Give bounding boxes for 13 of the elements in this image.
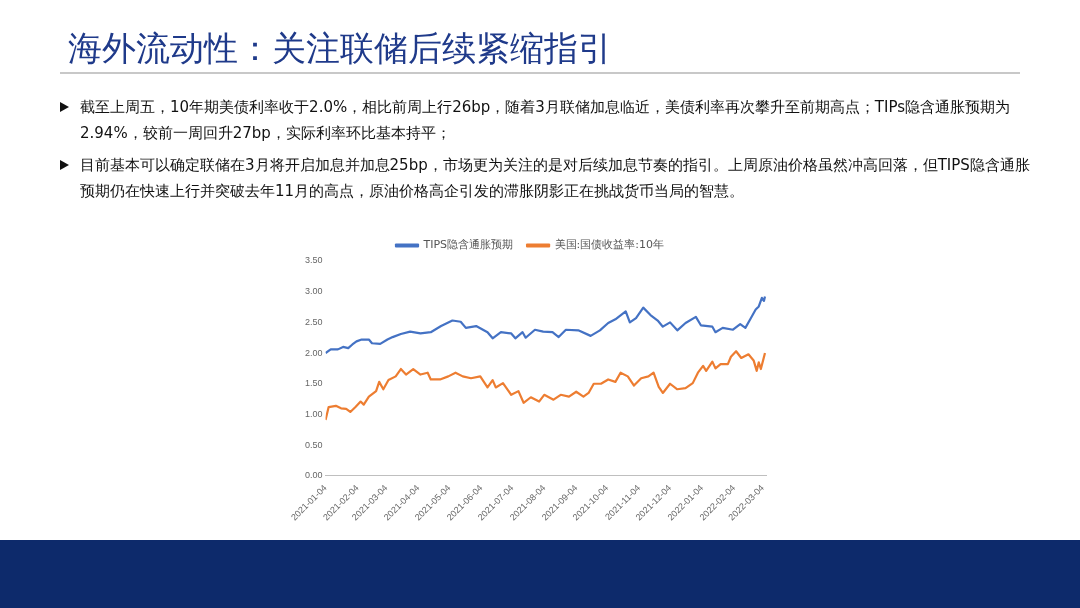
chart-title: 海外流动性：关注联储后续紧缩指引 — [68, 27, 612, 70]
y-tick-label: 3.50 — [305, 255, 323, 266]
y-tick-label: 2.50 — [305, 316, 323, 327]
y-tick-label: 0.00 — [305, 470, 323, 481]
text: 目前基本可以确定联储在3月将开启加息并加息25bp，市场更为关注的是对后续加息节奏的指引。上周原油价格虽然冲高回落，但TIPS隐含通胀预期仍在快速上行并突破去年11月的高点，原油价格高企引发的滞胀阴影正在挑战货币当局的智慧。 — [80, 156, 1030, 200]
text: 截至上周五，10年期美债利率收于2.0%，相比前周上行26bp，随着3月联储加息临近，美债利率再次攀升至前期高点；TIPs隐含通胀预期为2.94%，较前一周回升27bp，实际利率环比基本持平； — [80, 98, 1011, 142]
y-tick-label: 3.00 — [305, 286, 323, 297]
y-tick-label: 1.00 — [305, 408, 323, 419]
y-tick-label: 0.50 — [305, 439, 323, 450]
y-tick-label: 2.00 — [305, 347, 323, 358]
legend-label: 美国:国债收益率:10年 — [554, 238, 665, 252]
legend-label: TIPS隐含通胀预期 — [422, 238, 514, 252]
y-tick-label: 1.50 — [305, 378, 323, 389]
